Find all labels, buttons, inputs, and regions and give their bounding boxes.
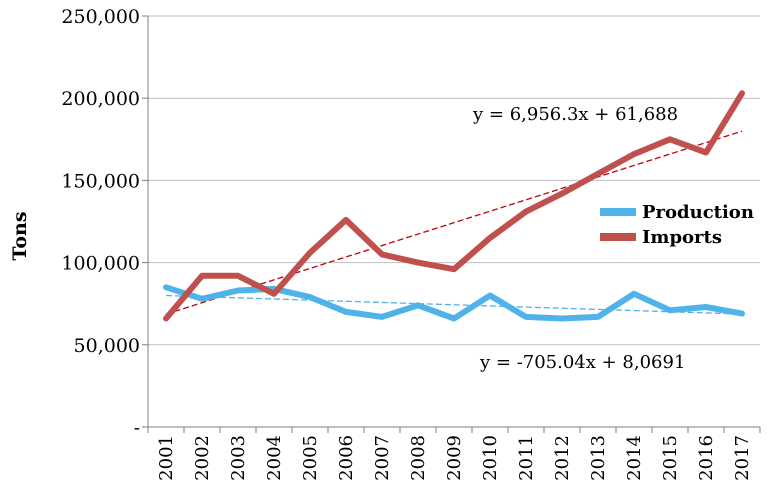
y-tick-label-3: 150,000 [61, 170, 140, 192]
x-tick-label-2011: 2011 [516, 435, 537, 481]
y-tick-label-5: 250,000 [61, 6, 140, 28]
series-line-production [163, 284, 745, 322]
x-tick-label-2010: 2010 [480, 435, 501, 481]
grid-lines [147, 15, 760, 428]
x-tick-label-2007: 2007 [372, 435, 393, 481]
x-tick-label-2016: 2016 [696, 435, 717, 481]
x-tick-label-2017: 2017 [732, 435, 753, 481]
y-tick-label-1: 50,000 [74, 335, 140, 357]
x-tick-label-2013: 2013 [588, 435, 609, 481]
trendlines [165, 130, 743, 315]
y-axis-ticks: - 50,000 100,000 150,000 200,000 250,000 [61, 6, 148, 439]
series-lines [163, 90, 745, 322]
y-tick-label-2: 100,000 [61, 253, 140, 275]
y-tick-label-4: 200,000 [61, 88, 140, 110]
imports-trend-equation: y = 6,956.3x + 61,688 [472, 104, 678, 125]
production-trend-equation: y = -705.04x + 8,0691 [479, 352, 685, 373]
trendline-production [165, 294, 743, 315]
x-tick-label-2003: 2003 [228, 435, 249, 481]
x-tick-label-2008: 2008 [408, 435, 429, 481]
x-tick-label-2001: 2001 [156, 435, 177, 481]
series-line-imports [163, 90, 745, 322]
x-tick-label-2009: 2009 [444, 435, 465, 481]
x-tick-label-2015: 2015 [660, 435, 681, 481]
x-tick-label-2014: 2014 [624, 435, 645, 481]
x-tick-label-2012: 2012 [552, 435, 573, 481]
legend: Production Imports [600, 202, 754, 248]
legend-label-production: Production [642, 202, 754, 223]
x-axis-ticks: 2001 2002 2003 2004 2005 2006 2007 2008 2009 2010… [147, 427, 761, 481]
trendline-imports [165, 130, 743, 315]
x-tick-label-2006: 2006 [336, 435, 357, 481]
y-tick-label-0: - [134, 417, 140, 439]
x-tick-label-2004: 2004 [264, 435, 285, 481]
y-axis-label: Tons [9, 211, 31, 260]
x-tick-label-2005: 2005 [300, 435, 321, 481]
legend-label-imports: Imports [642, 227, 722, 248]
x-tick-label-2002: 2002 [192, 435, 213, 481]
